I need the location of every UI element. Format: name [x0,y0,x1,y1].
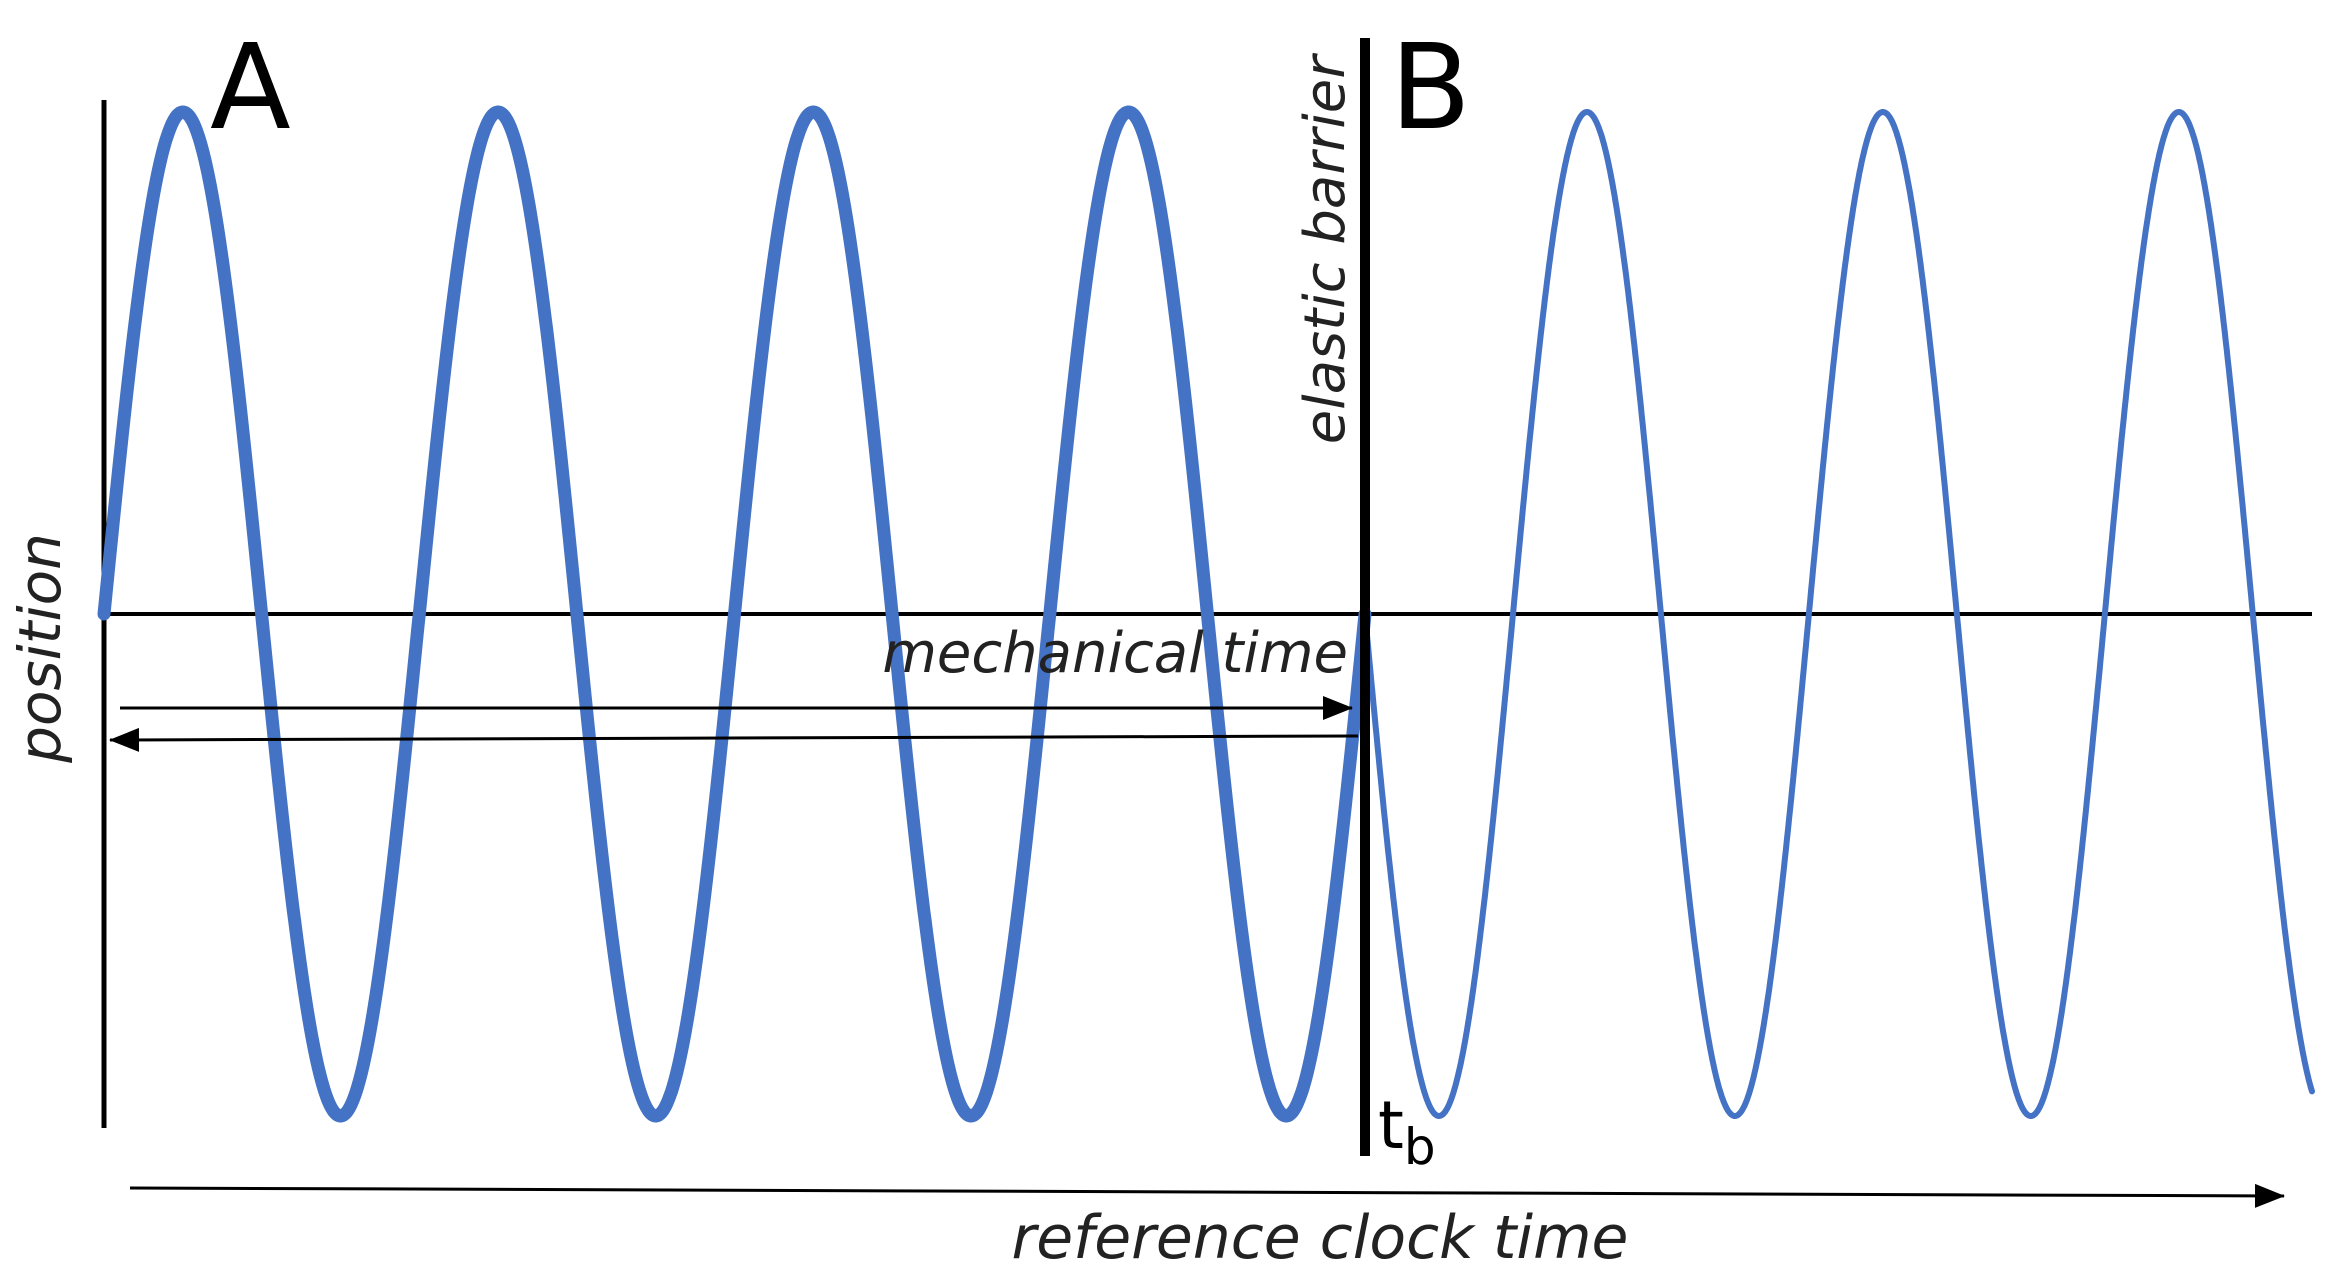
wave-region-a [97,105,1372,1123]
mechanical-time-label: mechanical time [882,621,1348,686]
panel-b-label: B [1390,18,1471,156]
reference-clock-arrow [129,1183,2285,1208]
wave-region-b [1362,109,2315,1119]
barrier-time-main: t [1378,1087,1404,1164]
mechanical-time-return-arrow [109,727,1359,752]
elastic-barrier-label: elastic barrier [1293,53,1358,445]
reference-clock-time-label: reference clock time [1012,1203,1629,1273]
panel-a-label: A [210,18,291,156]
position-axis-label: position [6,533,74,764]
barrier-time-sub: b [1404,1118,1436,1176]
barrier-time-label: tb [1378,1087,1436,1176]
